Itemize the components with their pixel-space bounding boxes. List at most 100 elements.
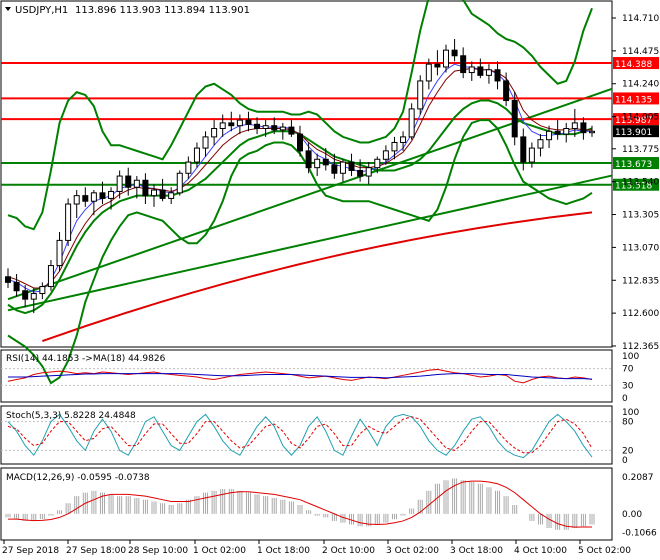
level-value-2: 113.987 xyxy=(615,116,652,126)
candle-body xyxy=(477,66,484,76)
x-tick-label: 27 Sep 2018 xyxy=(2,546,59,556)
candle-body xyxy=(254,123,261,129)
candle-body xyxy=(219,122,226,129)
candle-body xyxy=(408,108,415,138)
candle-body xyxy=(400,136,407,143)
stoch-tick-label: 0 xyxy=(622,456,628,466)
candle-body xyxy=(125,175,132,188)
candle-body xyxy=(56,239,63,267)
candle-body xyxy=(73,195,80,205)
candle-body xyxy=(305,150,312,169)
x-tick-label: 2 Oct 10:00 xyxy=(322,546,375,556)
candle-body xyxy=(580,122,587,134)
ma200-line xyxy=(42,211,593,343)
macd-plot: 0.2087 0.00 -0.1066 xyxy=(5,473,657,539)
candle-body xyxy=(434,63,441,68)
candle-body xyxy=(151,189,157,197)
stoch-k-line xyxy=(7,413,593,459)
candle-body xyxy=(494,69,501,82)
y-tick-label: 114.005 xyxy=(622,113,659,123)
y-tick-label: 112.835 xyxy=(622,276,659,286)
candle-body xyxy=(108,190,115,199)
level-tag-1 xyxy=(613,92,659,105)
x-tick-label: 3 Oct 18:00 xyxy=(450,546,503,556)
candle-body xyxy=(357,169,364,177)
candle-body xyxy=(460,55,467,74)
y-tick-label: 112.365 xyxy=(622,342,659,352)
rsi-ma-line xyxy=(8,373,593,380)
candle-body xyxy=(417,80,424,110)
candle-body xyxy=(288,126,295,135)
candle-body xyxy=(236,119,243,127)
candle-body xyxy=(451,49,458,57)
candle-body xyxy=(322,158,329,166)
rsi-tick-label: 0 xyxy=(622,394,628,404)
x-tick-label: 1 Oct 18:00 xyxy=(257,546,310,556)
current-price-tag xyxy=(613,125,659,138)
price-axis: 114.710 114.475 114.240 114.005 113.775 113.5… xyxy=(612,14,659,352)
level-tag-3 xyxy=(613,157,659,170)
macd-panel-frame xyxy=(0,467,613,541)
x-tick-label: 28 Sep 10:00 xyxy=(128,546,188,556)
candle-body xyxy=(228,122,235,127)
candle-body xyxy=(554,130,561,135)
candle-body xyxy=(528,147,535,163)
candle-body xyxy=(13,281,20,292)
stoch-label: Stoch(5,3,3) 5.8228 24.4848 xyxy=(6,411,136,421)
level-tag-0 xyxy=(613,57,659,70)
x-tick-label: 1 Oct 02:00 xyxy=(193,546,246,556)
macd-tick-label: -0.1066 xyxy=(622,529,657,539)
candle-body xyxy=(365,167,372,177)
main-panel-frame xyxy=(0,0,613,348)
rsi-tick-label: 30 xyxy=(622,381,634,391)
level-value-3: 113.673 xyxy=(615,160,652,170)
ohlc-header: 113.896 113.903 113.894 113.901 xyxy=(75,5,250,16)
candle-body xyxy=(314,158,321,169)
candle-body xyxy=(262,125,269,129)
candle-body xyxy=(142,179,149,197)
macd-tick-label: 0.00 xyxy=(622,510,642,520)
candle-body xyxy=(443,49,449,68)
stoch-panel-frame xyxy=(0,405,613,465)
candle-body xyxy=(5,276,11,283)
candle-body xyxy=(271,125,278,131)
stoch-tick-label: 80 xyxy=(622,418,634,428)
candle-body xyxy=(159,189,166,199)
candle-body xyxy=(65,203,72,241)
macd-label: MACD(12,26,9) -0.0595 -0.0738 xyxy=(6,473,150,483)
candle-body xyxy=(168,192,175,199)
candle-body xyxy=(485,69,492,76)
candle-body xyxy=(374,158,381,169)
candle-body xyxy=(589,130,595,134)
candle-body xyxy=(133,179,140,188)
rsi-plot: 100 70 30 0 xyxy=(1,352,639,404)
candle-body xyxy=(511,100,518,138)
candle-body xyxy=(245,119,252,125)
level-value-0: 114.388 xyxy=(615,60,652,70)
candle-body xyxy=(382,150,389,160)
level-tag-2 xyxy=(613,113,659,126)
candle-body xyxy=(99,192,106,199)
candle-body xyxy=(90,192,97,202)
symbol-label: USDJPY,H1 xyxy=(15,5,68,16)
candle-body xyxy=(211,127,218,138)
y-tick-label: 114.240 xyxy=(622,80,659,90)
stoch-tick-label: 100 xyxy=(622,408,639,418)
candle-body xyxy=(563,127,570,135)
candle-body xyxy=(425,63,432,82)
candle-body xyxy=(331,164,338,174)
candle-body xyxy=(297,133,303,152)
rsi-line xyxy=(7,368,593,384)
y-tick-label: 113.540 xyxy=(622,178,659,188)
candle-body xyxy=(468,66,475,74)
candle-body xyxy=(391,141,398,152)
symbol-dropdown-icon[interactable] xyxy=(5,7,11,11)
rsi-tick-label: 70 xyxy=(622,365,634,375)
level-value-4: 113.518 xyxy=(615,182,652,192)
y-tick-label: 112.600 xyxy=(622,309,659,319)
trendline-1 xyxy=(7,174,613,312)
time-axis: 27 Sep 2018 27 Sep 18:00 28 Sep 10:00 1 Oct… xyxy=(2,540,631,556)
candle-body xyxy=(82,195,89,202)
